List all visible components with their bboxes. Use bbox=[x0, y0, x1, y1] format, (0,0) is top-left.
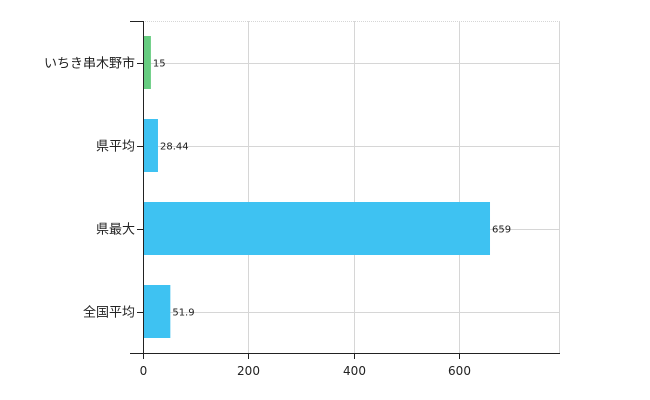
bar bbox=[143, 36, 151, 89]
category-label: いちき串木野市 bbox=[44, 56, 135, 72]
x-tick-label: 600 bbox=[448, 364, 471, 378]
data-label: 51.9 bbox=[172, 308, 194, 319]
data-label: 28.44 bbox=[160, 142, 189, 153]
bar bbox=[143, 119, 158, 172]
category-label: 県最大 bbox=[96, 223, 135, 238]
x-tick-label: 200 bbox=[237, 364, 260, 378]
grid-layer bbox=[143, 21, 560, 353]
data-label: 659 bbox=[492, 225, 511, 236]
x-tick-label: 0 bbox=[140, 364, 148, 378]
bar bbox=[143, 202, 491, 255]
axis-layer bbox=[130, 21, 560, 359]
label-layer: 15 いちき串木野市 28.44 県平均 659 県最大 51.9 全国平均 0 200 400 60… bbox=[44, 56, 511, 379]
category-label: 県平均 bbox=[96, 140, 135, 155]
x-tick-label: 400 bbox=[343, 364, 366, 378]
data-label: 15 bbox=[153, 59, 166, 70]
bar bbox=[143, 285, 171, 338]
bar-layer bbox=[143, 36, 491, 338]
category-label: 全国平均 bbox=[83, 305, 135, 321]
